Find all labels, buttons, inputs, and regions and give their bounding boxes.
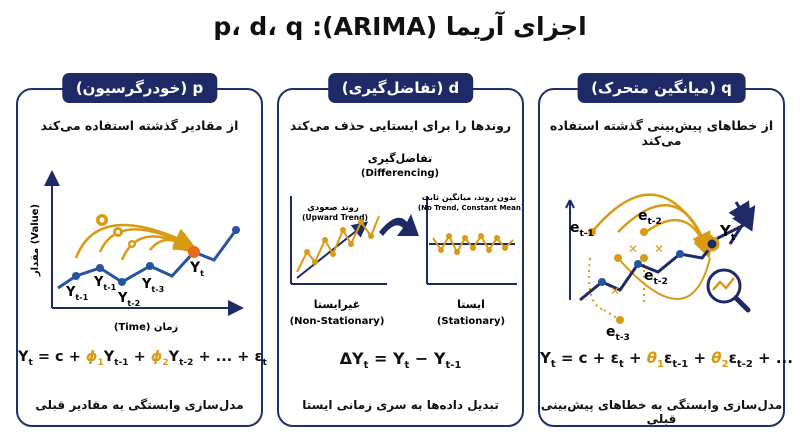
x-mark: ✕ [628, 242, 638, 256]
stationary-label-en: (Stationary) [437, 316, 505, 327]
error-point [588, 228, 596, 236]
series-points [72, 226, 240, 286]
arc-1 [74, 223, 195, 259]
left-axes [290, 196, 387, 285]
panel-q-footer: مدل‌سازی وابستگی به خطاهای پیش‌بینی قبلی [540, 398, 783, 426]
error-dots-1 [588, 257, 605, 311]
label-yt: Yt [189, 260, 204, 278]
gears-icon [96, 214, 136, 248]
point [598, 278, 606, 286]
panel-q: q (میانگین متحرک) از خطاهای پیش‌بینی گذش… [538, 73, 793, 427]
panel-d-header: d (تفاضل‌گیری) [327, 73, 474, 103]
nonstationary-series [296, 215, 380, 273]
label-y-t-1-b: Yt-1 [93, 275, 117, 292]
diff-formula: ΔYt = Yt − Yt-1 [339, 349, 462, 372]
panel-p-subtitle: از مقادیر گذشته استفاده می‌کند [40, 118, 239, 133]
point [676, 250, 684, 258]
trend-arrow-head [728, 204, 756, 245]
error-point [614, 254, 622, 262]
label-e-t-3: et-3 [606, 324, 630, 343]
ar-formula: Yt = c + ϕ1Yt-1 + ϕ2Yt-2 + ... + εt [18, 349, 267, 368]
label-y-t-2: Yt-2 [117, 291, 140, 308]
panel-d-subtitle: روندها را برای ایستایی حذف می‌کند [289, 118, 512, 133]
nonstationary-points [304, 219, 374, 265]
yt-point [188, 246, 200, 258]
x-mark: ✕ [654, 242, 664, 256]
point [634, 260, 642, 268]
right-axes [426, 196, 517, 285]
ma-formula: Yt = c + εt + θ1εt-1 + θ2εt-2 + ... [540, 349, 793, 370]
arc-3 [645, 218, 713, 259]
label-y-t-3: Yt-3 [141, 277, 164, 294]
panel-p-footer: مدل‌سازی وابستگی به مقادیر قبلی [35, 398, 244, 412]
transform-arrow-icon [379, 214, 419, 236]
upward-trend-note: روند صعودی [307, 203, 359, 213]
non-stationary-label-en: (Non-Stationary) [290, 316, 385, 327]
label-yt: Yt [719, 222, 736, 243]
constant-mean-note: بدون روند، میانگین ثابت [422, 192, 517, 202]
label-e-t-1: et-1 [570, 220, 594, 239]
arc-2 [617, 204, 713, 257]
diff-title: تفاضل‌گیری [368, 152, 432, 165]
panel-d: d (تفاضل‌گیری) روندها را برای ایستایی حذ… [277, 73, 524, 427]
magnifier-trend-icon [706, 268, 751, 313]
constant-mean-note-en: (No Trend, Constant Mean) [418, 204, 522, 212]
autoregression-diagram: مقدار (Value) زمان (Time) Yt-1 Yt-1 Yt-2… [30, 170, 244, 333]
arc-4 [617, 257, 711, 300]
moving-average-diagram: ✕ ✕ ✕ et-1 et-2 et-2 et-3 Yt [565, 193, 756, 343]
panel-q-header: q (میانگین متحرک) [577, 73, 746, 103]
arc-4 [149, 232, 194, 254]
stationary-points [438, 233, 508, 255]
page-title: اجزای آریما (ARIMA): p، d، q [213, 12, 587, 41]
label-e-t-2-top: et-2 [638, 208, 662, 227]
axis-y-label: مقدار (Value) [30, 204, 41, 277]
differencing-diagram: تفاضل‌گیری (Differencing) روند صعودی (Up… [290, 152, 522, 327]
label-y-t-1-a: Yt-1 [65, 285, 89, 302]
error-point [616, 316, 624, 324]
error-point [640, 254, 648, 262]
label-e-t-2-bottom: et-2 [644, 268, 668, 287]
panel-q-subtitle: از خطاهای پیش‌بینی گذشته استفاده می‌کند [549, 118, 774, 148]
x-mark: ✕ [610, 284, 620, 298]
yt-point [704, 236, 720, 252]
panel-d-footer: تبدیل داده‌ها به سری زمانی ایستا [302, 398, 499, 412]
error-point [640, 228, 648, 236]
diff-title-en: (Differencing) [361, 168, 439, 179]
non-stationary-label: غیرایستا [314, 298, 361, 311]
upward-trend-note-en: (Upward Trend) [302, 213, 368, 222]
panel-p-header: p (خودرگرسیون) [61, 73, 218, 103]
y-axis [565, 199, 575, 300]
stationary-label: ایستا [457, 298, 485, 311]
axis-x-label: زمان (Time) [114, 322, 179, 333]
panel-p: p (خودرگرسیون) از مقادیر گذشته استفاده م… [16, 73, 267, 427]
